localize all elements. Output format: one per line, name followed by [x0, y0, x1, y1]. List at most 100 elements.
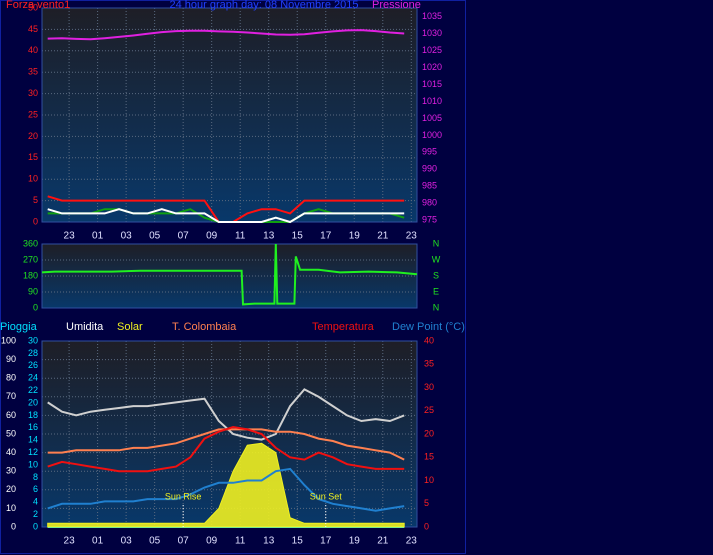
tick-label: 15: [28, 152, 38, 162]
line: [47, 467, 405, 512]
frame: [0, 0, 466, 554]
x-tick-label: 15: [292, 231, 304, 242]
legend-entry: Dew Point (°C): [392, 321, 465, 333]
y-axis-label: Forza vento1: [6, 0, 70, 11]
tick-label: 1035: [422, 11, 442, 21]
tick-label: 90: [6, 354, 16, 364]
tick-label: 40: [28, 45, 38, 55]
x-tick-label: 03: [121, 231, 133, 242]
x-tick-label: 01: [92, 536, 104, 547]
tick-label: 180: [23, 270, 38, 280]
legend-entry: Temperatura: [312, 321, 375, 333]
tick-label: 90: [28, 286, 38, 296]
tick-label: 4: [33, 497, 38, 507]
tick-label: 0: [33, 216, 38, 226]
tick-label: 975: [422, 215, 437, 225]
tick-label: 0: [33, 521, 38, 531]
tick-label: 2: [33, 509, 38, 519]
x-tick-label: 09: [206, 536, 218, 547]
tick-label: 10: [6, 503, 16, 513]
tick-label: 35: [424, 359, 434, 369]
tick-label: 30: [424, 382, 434, 392]
line: [47, 388, 405, 441]
tick-label: 20: [28, 397, 38, 407]
tick-label: 25: [424, 405, 434, 415]
x-tick-label: 11: [235, 536, 246, 547]
tick-label: 1000: [422, 130, 442, 140]
tick-label: 30: [6, 466, 16, 476]
tick-label: 5: [33, 195, 38, 205]
tick-label: 50: [28, 2, 38, 12]
tick-label: 14: [28, 435, 38, 445]
tick-label: 360: [23, 238, 38, 248]
y2-axis-label: Pressione: [372, 0, 421, 11]
tick-label: 50: [6, 428, 16, 438]
x-tick-label: 05: [149, 536, 161, 547]
tick-label: N: [433, 302, 440, 312]
tick-label: 30: [28, 335, 38, 345]
x-tick-label: 23: [64, 536, 76, 547]
x-tick-label: 13: [263, 536, 275, 547]
tick-label: 995: [422, 147, 437, 157]
legend-entry: Pioggia: [0, 321, 38, 333]
tick-label: 45: [28, 24, 38, 34]
x-tick-label: 03: [121, 536, 133, 547]
annotation: Sun Set: [310, 491, 343, 501]
tick-label: 1020: [422, 62, 442, 72]
tick-label: 270: [23, 254, 38, 264]
tick-label: 10: [28, 174, 38, 184]
tick-label: 22: [28, 385, 38, 395]
legend-entry: Solar: [117, 321, 143, 333]
line: [41, 243, 418, 306]
chart-title: 24 hour graph day: 08 Novembre 2015: [170, 0, 359, 11]
tick-label: 990: [422, 164, 437, 174]
x-tick-label: 23: [406, 536, 418, 547]
x-tick-label: 07: [178, 536, 190, 547]
x-tick-label: 15: [292, 536, 304, 547]
x-tick-label: 23: [406, 231, 418, 242]
x-tick-label: 19: [349, 231, 361, 242]
tick-label: 0: [424, 521, 429, 531]
tick-label: 16: [28, 422, 38, 432]
tick-label: W: [432, 254, 441, 264]
tick-label: 12: [28, 447, 38, 457]
tick-label: E: [433, 286, 439, 296]
tick-label: 1010: [422, 96, 442, 106]
tick-label: S: [433, 270, 439, 280]
plot-border: [41, 243, 418, 309]
tick-label: 0: [11, 521, 16, 531]
tick-label: 24: [28, 373, 38, 383]
line: [47, 425, 405, 473]
x-tick-label: 07: [178, 231, 190, 242]
tick-label: 26: [28, 360, 38, 370]
x-tick-label: 01: [92, 231, 104, 242]
annotation: Sun Rise: [165, 491, 202, 501]
tick-label: 40: [424, 335, 434, 345]
tick-label: 980: [422, 198, 437, 208]
tick-label: N: [433, 238, 440, 248]
x-tick-label: 17: [320, 536, 332, 547]
tick-label: 985: [422, 181, 437, 191]
tick-label: 1025: [422, 45, 442, 55]
x-tick-label: 21: [377, 231, 389, 242]
tick-label: 6: [33, 484, 38, 494]
tick-label: 18: [28, 410, 38, 420]
line: [47, 29, 405, 41]
tick-label: 70: [6, 391, 16, 401]
tick-label: 60: [6, 410, 16, 420]
tick-label: 1015: [422, 79, 442, 89]
legend-entry: T. Colombaia: [172, 321, 237, 333]
tick-label: 20: [6, 484, 16, 494]
tick-label: 1030: [422, 28, 442, 38]
tick-label: 10: [28, 459, 38, 469]
legend-entry: Umidita: [66, 321, 104, 333]
tick-label: 35: [28, 67, 38, 77]
x-tick-label: 11: [235, 231, 246, 242]
tick-label: 100: [1, 335, 16, 345]
tick-label: 40: [6, 447, 16, 457]
tick-label: 25: [28, 109, 38, 119]
x-tick-label: 13: [263, 231, 275, 242]
tick-label: 5: [424, 498, 429, 508]
